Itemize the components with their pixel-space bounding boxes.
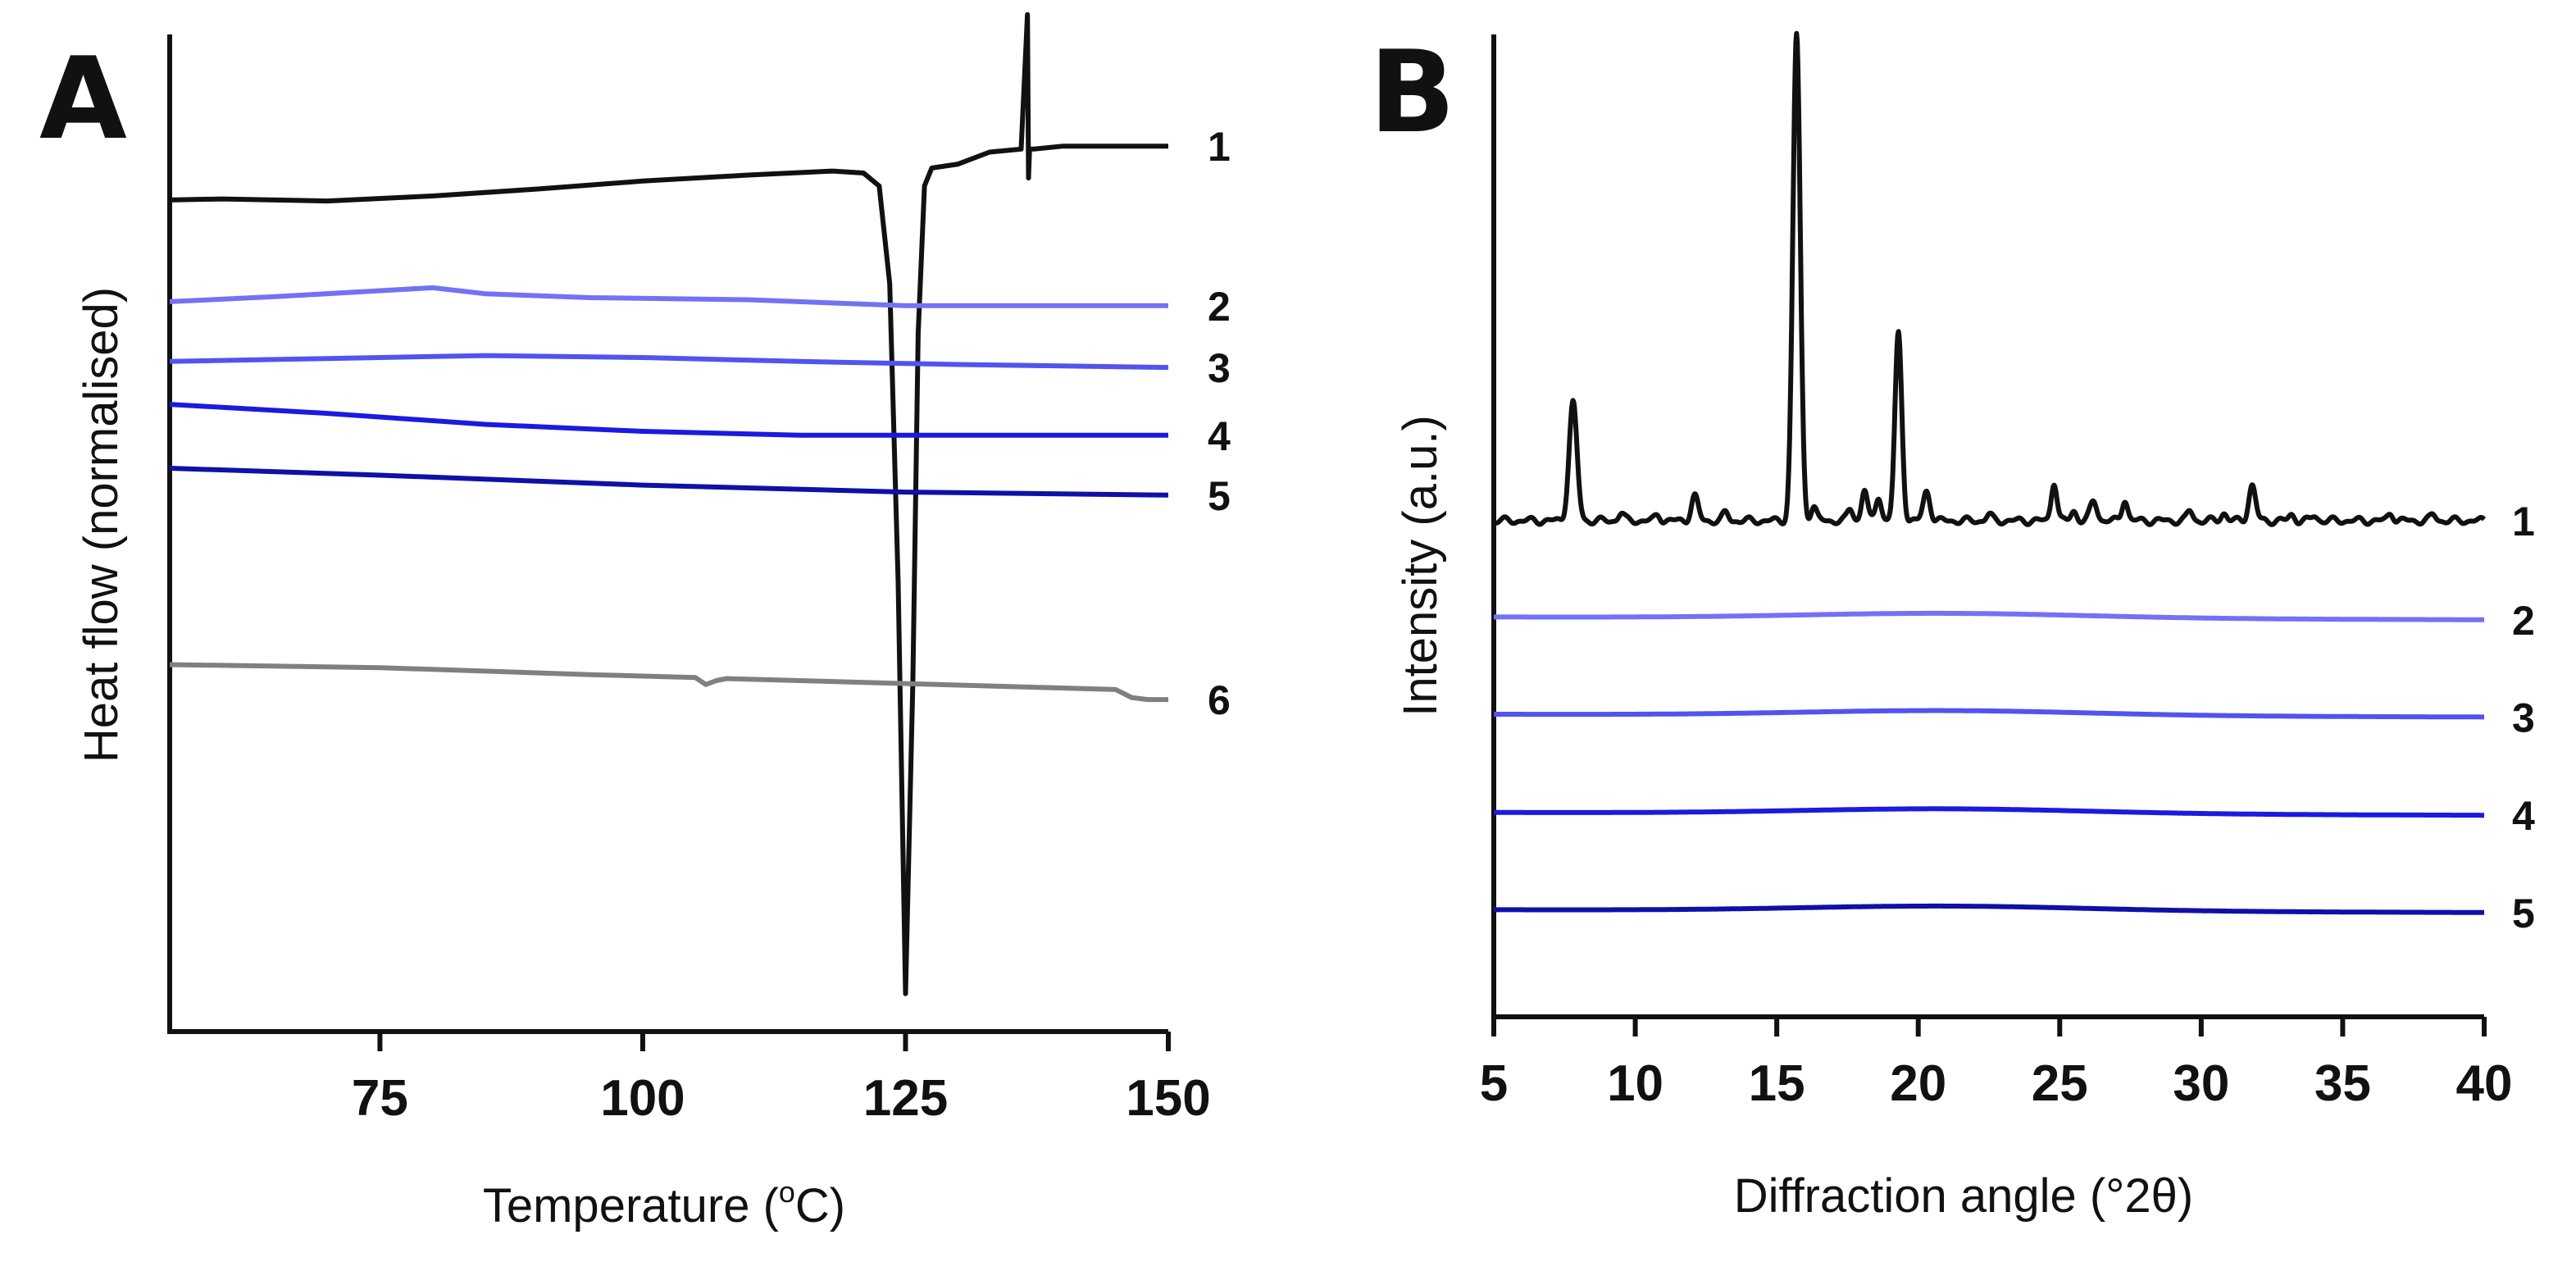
- panel-a-trace-label-5: 5: [1208, 473, 1231, 519]
- panel-a-trace-label-2: 2: [1208, 284, 1231, 330]
- panel-a-x-ticks: 75 100 125 150: [352, 1032, 1211, 1127]
- panel-a-letter: A: [39, 33, 127, 165]
- panel-b-trace-2: [1491, 610, 2487, 622]
- panel-b-x-tick-label: 20: [1890, 1055, 1946, 1112]
- panel-b-x-axis-title: Diffraction angle (°2θ): [1734, 1169, 2194, 1223]
- panel-b-trace-label-1: 1: [2512, 499, 2535, 544]
- panel-a-trace-1: [169, 11, 1168, 996]
- panel-a-trace-label-3: 3: [1208, 345, 1231, 391]
- panel-b-trace-label-2: 2: [2512, 598, 2535, 644]
- panel-a-trace-label-4: 4: [1208, 413, 1231, 459]
- panel-b-letter: B: [1369, 26, 1455, 158]
- panel-b-x-tick-label: 40: [2456, 1055, 2513, 1112]
- panel-a-y-axis-title: Heat flow (normalised): [75, 287, 128, 763]
- panel-a-series: [169, 11, 1169, 996]
- panel-b-trace-label-3: 3: [2512, 695, 2535, 740]
- panel-b-x-tick-label: 15: [1749, 1055, 1805, 1112]
- panel-a-trace-5: [169, 466, 1169, 498]
- panel-b-trace-label-4: 4: [2512, 793, 2535, 839]
- panel-a-trace-4: [169, 402, 1168, 438]
- panel-a-trace-labels: 1 2 3 4 5 6: [1208, 124, 1231, 723]
- panel-b-x-ticks: 5 10 15 20 25 30 35 40: [1480, 1017, 2513, 1112]
- panel-b-x-tick-label: 5: [1480, 1055, 1508, 1112]
- panel-a-trace-6: [169, 662, 1168, 703]
- panel-a-trace-label-6: 6: [1208, 677, 1231, 723]
- panel-b-series: [1491, 30, 2487, 915]
- panel-b-trace-label-5: 5: [2512, 891, 2535, 936]
- panel-b-x-tick-label: 25: [2032, 1055, 2088, 1112]
- panel-a-x-tick-label: 125: [863, 1070, 948, 1127]
- panel-b-trace-3: [1491, 708, 2487, 720]
- panel-a-trace-2: [169, 285, 1168, 308]
- panel-b-x-tick-label: 30: [2173, 1055, 2229, 1112]
- panel-a-x-tick-label: 75: [352, 1070, 408, 1127]
- panel-b-trace-labels: 1 2 3 4 5: [2512, 499, 2535, 936]
- panel-a-x-axis-title: Temperature (oC): [483, 1175, 845, 1232]
- panel-b: B 5 10 15 20 25 30 35 40 1 2 3 4 5 Diffraction angl…: [1369, 26, 2535, 1223]
- panel-a-x-tick-label: 150: [1126, 1070, 1210, 1127]
- panel-b-trace-5: [1491, 903, 2487, 915]
- panel-b-trace-1: [1491, 30, 2487, 527]
- panel-b-x-tick-label: 35: [2314, 1055, 2371, 1112]
- panel-a-trace-3: [169, 353, 1169, 371]
- panel-a: A 75 100 125 150 1 2 3 4 5 6 Temperature (oC) He…: [39, 11, 1231, 1232]
- panel-b-trace-4: [1491, 806, 2487, 818]
- panel-b-x-tick-label: 10: [1607, 1055, 1663, 1112]
- panel-a-x-tick-label: 100: [600, 1070, 685, 1127]
- panel-b-y-axis-title: Intensity (a.u.): [1394, 415, 1447, 716]
- panel-a-trace-label-1: 1: [1208, 124, 1231, 170]
